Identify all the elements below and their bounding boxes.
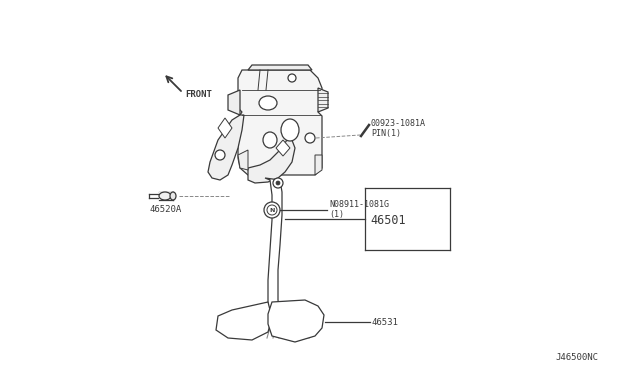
Text: J46500NC: J46500NC xyxy=(555,353,598,362)
Bar xyxy=(159,192,173,200)
Ellipse shape xyxy=(263,132,277,148)
Polygon shape xyxy=(228,90,240,115)
Ellipse shape xyxy=(170,192,176,200)
Text: 46501: 46501 xyxy=(370,214,406,227)
Polygon shape xyxy=(208,115,244,180)
Polygon shape xyxy=(248,135,295,183)
Polygon shape xyxy=(315,155,322,175)
Ellipse shape xyxy=(259,96,277,110)
Text: 46531: 46531 xyxy=(372,318,399,327)
Polygon shape xyxy=(216,302,272,340)
Text: (1): (1) xyxy=(329,210,344,219)
Polygon shape xyxy=(248,65,312,70)
Text: 00923-1081A: 00923-1081A xyxy=(371,119,426,128)
Circle shape xyxy=(305,133,315,143)
Polygon shape xyxy=(318,88,328,112)
Polygon shape xyxy=(268,300,324,342)
Circle shape xyxy=(267,205,277,215)
Circle shape xyxy=(288,74,296,82)
Text: N: N xyxy=(269,208,275,213)
Polygon shape xyxy=(265,178,285,328)
Text: PIN(1): PIN(1) xyxy=(371,129,401,138)
Circle shape xyxy=(264,202,280,218)
Text: FRONT: FRONT xyxy=(185,90,212,99)
Polygon shape xyxy=(238,150,248,170)
Ellipse shape xyxy=(281,119,299,141)
Text: 46520A: 46520A xyxy=(150,205,182,214)
Polygon shape xyxy=(218,118,232,138)
Polygon shape xyxy=(268,300,324,342)
Polygon shape xyxy=(276,140,290,156)
Text: N08911-1081G: N08911-1081G xyxy=(329,200,389,209)
Circle shape xyxy=(215,150,225,160)
Circle shape xyxy=(276,181,280,185)
Polygon shape xyxy=(238,70,322,175)
Circle shape xyxy=(273,178,283,188)
Ellipse shape xyxy=(159,192,171,200)
